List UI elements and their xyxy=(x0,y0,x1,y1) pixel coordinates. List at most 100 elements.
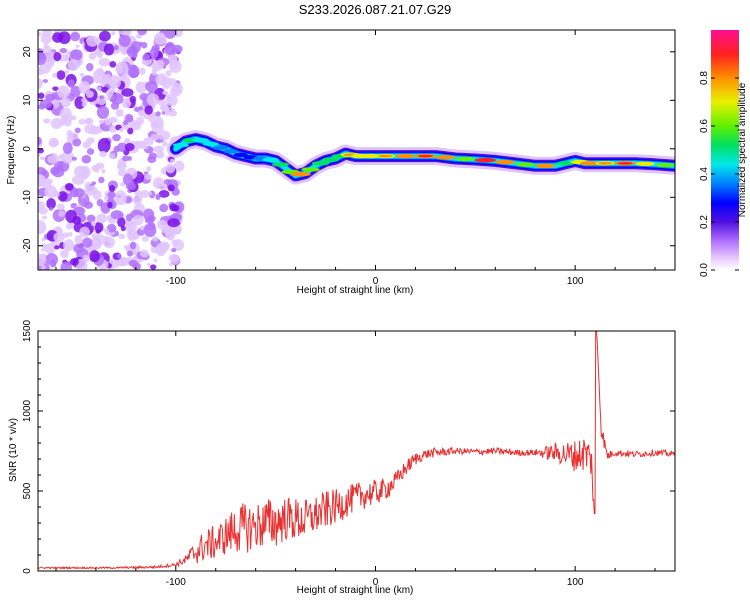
noise-blob xyxy=(59,120,65,126)
noise-blob xyxy=(70,31,81,42)
noise-blob xyxy=(60,249,69,259)
noise-blob xyxy=(86,35,99,47)
noise-blob xyxy=(117,142,127,153)
noise-blob xyxy=(98,57,111,67)
noise-blob xyxy=(63,239,75,252)
noise-blob xyxy=(167,218,180,228)
noise-blob xyxy=(88,52,97,60)
noise-blob xyxy=(52,86,59,91)
noise-blob xyxy=(79,226,90,238)
noise-blob xyxy=(103,235,109,240)
noise-blob xyxy=(128,259,138,267)
noise-blob xyxy=(146,166,151,172)
noise-blob xyxy=(135,116,145,126)
noise-blob xyxy=(108,184,116,193)
ridge-blob xyxy=(301,167,320,172)
noise-blob xyxy=(134,106,140,112)
noise-blob xyxy=(91,233,98,240)
ridge-blob xyxy=(635,161,655,167)
snr-ytick-label: 500 xyxy=(22,482,33,499)
ridge-blob xyxy=(272,162,290,167)
noise-blob xyxy=(53,52,62,62)
noise-blob xyxy=(41,215,48,220)
noise-blob xyxy=(141,236,149,242)
noise-blob xyxy=(101,169,106,174)
ridge-peak xyxy=(378,154,393,158)
noise-blob xyxy=(99,150,107,158)
noise-blob xyxy=(124,143,135,152)
snr-series-line xyxy=(38,331,675,570)
noise-blob xyxy=(132,196,142,205)
noise-blob xyxy=(146,215,156,222)
noise-blob xyxy=(64,70,69,74)
noise-blob xyxy=(86,148,95,155)
snr-ytick-label: 1000 xyxy=(22,399,33,422)
noise-blob xyxy=(74,235,83,245)
noise-blob xyxy=(127,250,133,257)
ridge-peak xyxy=(293,172,308,176)
colorbar-label: Normalized spectral amplitude xyxy=(737,82,748,217)
noise-blob xyxy=(155,59,165,69)
noise-blob xyxy=(92,69,106,84)
noise-blob xyxy=(95,229,101,234)
noise-blob xyxy=(153,145,164,154)
noise-blob xyxy=(85,90,94,98)
ridge-blob xyxy=(202,141,219,147)
ridge-peak xyxy=(398,154,413,158)
snr-ytick-label: 0 xyxy=(22,568,33,574)
noise-blob xyxy=(154,35,167,46)
spectrogram-frame xyxy=(37,29,676,271)
noise-blob xyxy=(126,45,139,58)
noise-blob xyxy=(153,258,158,263)
noise-blob xyxy=(51,166,65,178)
noise-blob xyxy=(95,162,105,170)
noise-blob xyxy=(149,264,157,270)
noise-blob xyxy=(38,52,47,66)
noise-blob xyxy=(41,243,47,249)
ridge-peak xyxy=(477,158,494,162)
noise-blob xyxy=(173,160,185,172)
noise-blob xyxy=(121,88,134,97)
spectrogram-xtick-label: -100 xyxy=(166,276,186,287)
spectrogram-xtick-label: 0 xyxy=(373,276,379,287)
noise-blob xyxy=(132,214,144,226)
noise-blob xyxy=(111,88,116,94)
noise-blob xyxy=(158,190,170,198)
noise-blob xyxy=(171,248,177,253)
noise-blob xyxy=(135,81,147,94)
noise-blob xyxy=(118,233,126,240)
noise-blob xyxy=(45,93,56,102)
noise-blob xyxy=(103,73,112,82)
spectrogram-ytick-label: 10 xyxy=(22,94,33,106)
noise-blob xyxy=(50,118,63,129)
snr-xtick-label: 100 xyxy=(567,577,584,588)
noise-blob xyxy=(41,237,46,242)
noise-blob xyxy=(96,213,107,224)
noise-blob xyxy=(118,30,131,36)
noise-blob xyxy=(52,72,58,78)
noise-blob xyxy=(97,137,111,153)
noise-blob xyxy=(73,243,85,254)
noise-blob xyxy=(129,68,140,79)
ridge-blob xyxy=(360,153,380,159)
noise-blob xyxy=(112,134,121,142)
noise-blob xyxy=(71,175,85,186)
noise-blob xyxy=(99,95,104,100)
noise-blob xyxy=(164,227,172,235)
ridge-blob xyxy=(233,152,248,158)
noise-blob xyxy=(60,97,72,108)
noise-blob xyxy=(117,217,126,228)
noise-blob xyxy=(157,99,166,106)
noise-blob xyxy=(164,41,176,56)
noise-blob xyxy=(125,114,134,123)
snr-frame xyxy=(37,330,676,572)
noise-blob xyxy=(128,230,136,239)
noise-blob xyxy=(53,232,65,243)
noise-blob xyxy=(71,156,77,161)
noise-blob xyxy=(164,30,176,39)
noise-blob xyxy=(115,109,124,117)
noise-blob xyxy=(69,258,79,266)
noise-blob xyxy=(146,263,152,267)
noise-blob xyxy=(90,220,97,227)
noise-blob xyxy=(133,140,142,150)
